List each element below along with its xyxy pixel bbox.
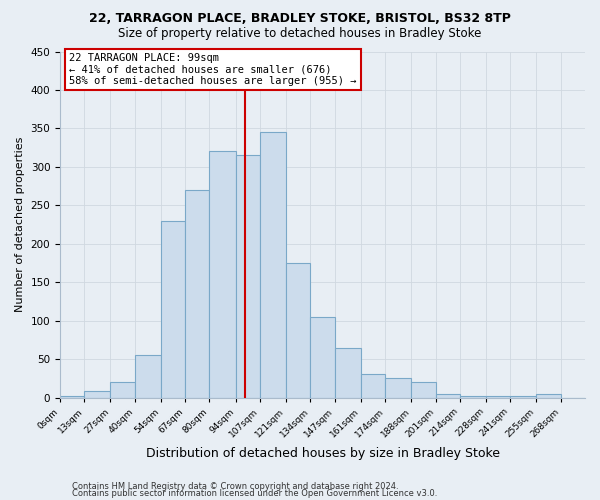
Text: Contains HM Land Registry data © Crown copyright and database right 2024.: Contains HM Land Registry data © Crown c…	[72, 482, 398, 491]
Bar	[385, 378, 411, 398]
Bar	[85, 392, 110, 398]
Bar	[236, 156, 260, 398]
Text: Contains public sector information licensed under the Open Government Licence v3: Contains public sector information licen…	[72, 490, 437, 498]
Bar	[185, 190, 209, 398]
Bar	[209, 152, 236, 398]
Bar	[260, 132, 286, 398]
Bar	[110, 382, 135, 398]
X-axis label: Distribution of detached houses by size in Bradley Stoke: Distribution of detached houses by size …	[146, 447, 500, 460]
Bar	[486, 396, 510, 398]
Bar	[436, 394, 460, 398]
Bar	[286, 263, 310, 398]
Bar	[135, 356, 161, 398]
Bar	[310, 317, 335, 398]
Bar	[361, 374, 385, 398]
Bar	[335, 348, 361, 398]
Bar	[536, 394, 561, 398]
Text: 22 TARRAGON PLACE: 99sqm
← 41% of detached houses are smaller (676)
58% of semi-: 22 TARRAGON PLACE: 99sqm ← 41% of detach…	[70, 53, 357, 86]
Bar	[161, 220, 185, 398]
Bar	[510, 396, 536, 398]
Bar	[60, 396, 85, 398]
Text: Size of property relative to detached houses in Bradley Stoke: Size of property relative to detached ho…	[118, 28, 482, 40]
Text: 22, TARRAGON PLACE, BRADLEY STOKE, BRISTOL, BS32 8TP: 22, TARRAGON PLACE, BRADLEY STOKE, BRIST…	[89, 12, 511, 26]
Y-axis label: Number of detached properties: Number of detached properties	[15, 137, 25, 312]
Bar	[411, 382, 436, 398]
Bar	[460, 396, 486, 398]
